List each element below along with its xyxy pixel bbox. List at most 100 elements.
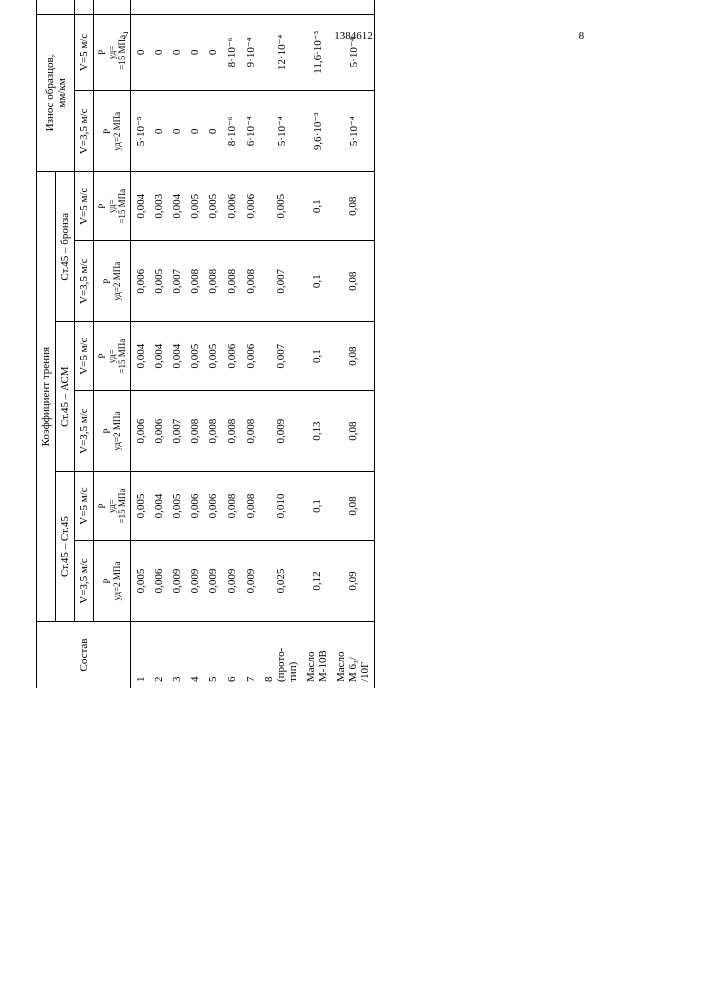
cell: 80 (332, 0, 375, 14)
h-v2: V=5 м/с (75, 322, 94, 391)
cell: 0,008 (222, 241, 241, 322)
cell: 0,08 (332, 391, 375, 472)
cell: 0,006 (241, 322, 260, 391)
cell: 0,006 (150, 540, 168, 621)
row-label: 7 (241, 622, 260, 688)
cell: 0,008 (241, 472, 260, 541)
cell: 53 (241, 0, 260, 14)
cell: 0,08 (332, 241, 375, 322)
cell: 0,009 (168, 540, 186, 621)
cell: 5·10⁻⁴ (332, 14, 375, 91)
cell: 0,006 (241, 172, 260, 241)
cell: 0,009 (241, 540, 260, 621)
data-table: Состав Коэффициент трения Износ образцов… (36, 0, 375, 688)
cell: 0,004 (150, 472, 168, 541)
h-p2: P уд= =15 МПа (94, 472, 131, 541)
cell: 0,008 (186, 391, 204, 472)
h-v1: V=3,5 м/с (75, 91, 94, 172)
cell: 0 (204, 14, 222, 91)
h-iznos: Износ образцов, мм/км (37, 14, 75, 172)
cell: 0,005 (204, 172, 222, 241)
cell: 0,004 (168, 322, 186, 391)
cell: 0,004 (131, 322, 151, 391)
cell: 0,004 (131, 172, 151, 241)
cell: 0,008 (241, 241, 260, 322)
cell: 0 (168, 91, 186, 172)
cell: 12·10⁻⁴ (260, 14, 302, 91)
row-label: Масло М 6₃/ /10Г (332, 622, 375, 688)
cell: 0,006 (186, 472, 204, 541)
h-pair1: Ст.45 – Ст.45 (56, 472, 75, 622)
cell: 0,009 (186, 540, 204, 621)
cell: 8·10⁻⁶ (222, 14, 241, 91)
cell: 49 (204, 0, 222, 14)
row-label: 1 (131, 622, 151, 688)
cell: 0,1 (302, 241, 332, 322)
cell: 0,006 (131, 241, 151, 322)
cell: 0,005 (150, 241, 168, 322)
cell: 0 (131, 14, 151, 91)
cell: 0,004 (150, 322, 168, 391)
row-label: 3 (168, 622, 186, 688)
cell: 50 (186, 0, 204, 14)
cell: 0,006 (222, 172, 241, 241)
cell: 0,009 (204, 540, 222, 621)
row-label: 8 (прото- тип) (260, 622, 302, 688)
cell: 0,009 (260, 391, 302, 472)
row-label: 6 (222, 622, 241, 688)
cell: 43 (150, 0, 168, 14)
h-koef: Коэффициент трения (37, 172, 56, 622)
row-label: Масло М-10В (302, 622, 332, 688)
cell: 0,006 (131, 391, 151, 472)
h-sostav: Состав (37, 622, 131, 688)
cell: 0,005 (131, 540, 151, 621)
cell: 11,6·10⁻³ (302, 14, 332, 91)
cell: 0,009 (222, 540, 241, 621)
cell: 0,09 (332, 540, 375, 621)
h-v1: V=3,5 м/с (75, 0, 94, 14)
cell: 0,007 (260, 241, 302, 322)
cell: 50 (131, 0, 151, 14)
h-v1: V=3,5 м/с (75, 391, 94, 472)
cell: 0,008 (222, 472, 241, 541)
cell: 0 (186, 91, 204, 172)
cell: 0,006 (150, 391, 168, 472)
cell: 80 (260, 0, 302, 14)
cell: 0,005 (168, 472, 186, 541)
h-p2: P уд= =15 МПа (94, 172, 131, 241)
cell: 5·10⁻⁴ (332, 91, 375, 172)
cell: 49 (222, 0, 241, 14)
row-label: 5 (204, 622, 222, 688)
h-v1: V=3,5 м/с (75, 540, 94, 621)
cell: 0,008 (204, 391, 222, 472)
h-p2: P уд= =15 МПа (94, 322, 131, 391)
cell: 0,007 (260, 322, 302, 391)
h-v2: V=5 м/с (75, 472, 94, 541)
cell: 0,08 (332, 322, 375, 391)
cell: 0,08 (332, 472, 375, 541)
cell: 0,005 (186, 322, 204, 391)
cell: 5·10⁻⁴ (260, 91, 302, 172)
cell: 0,007 (168, 391, 186, 472)
h-p2: P уд= =15 МПа (94, 14, 131, 91)
cell: 0,008 (222, 391, 241, 472)
cell: 0,007 (168, 241, 186, 322)
h-temp: Температура в зо- не трения, °С (37, 0, 75, 14)
cell: 0,006 (204, 472, 222, 541)
cell: 90 (302, 0, 332, 14)
cell: 0,005 (204, 322, 222, 391)
cell: 9·10⁻⁴ (241, 14, 260, 91)
h-v1: V=3,5 м/с (75, 241, 94, 322)
cell: 43 (168, 0, 186, 14)
cell: 0,003 (150, 172, 168, 241)
table-label: Т а б л и ц а 6 (20, 0, 32, 688)
cell: 0,005 (131, 472, 151, 541)
cell: 0 (204, 91, 222, 172)
cell: 0,1 (302, 472, 332, 541)
cell: 6·10⁻⁴ (241, 91, 260, 172)
cell: 0,008 (241, 391, 260, 472)
cell: 0,08 (332, 172, 375, 241)
cell: 0,004 (168, 172, 186, 241)
row-label: 2 (150, 622, 168, 688)
cell: 0,1 (302, 322, 332, 391)
